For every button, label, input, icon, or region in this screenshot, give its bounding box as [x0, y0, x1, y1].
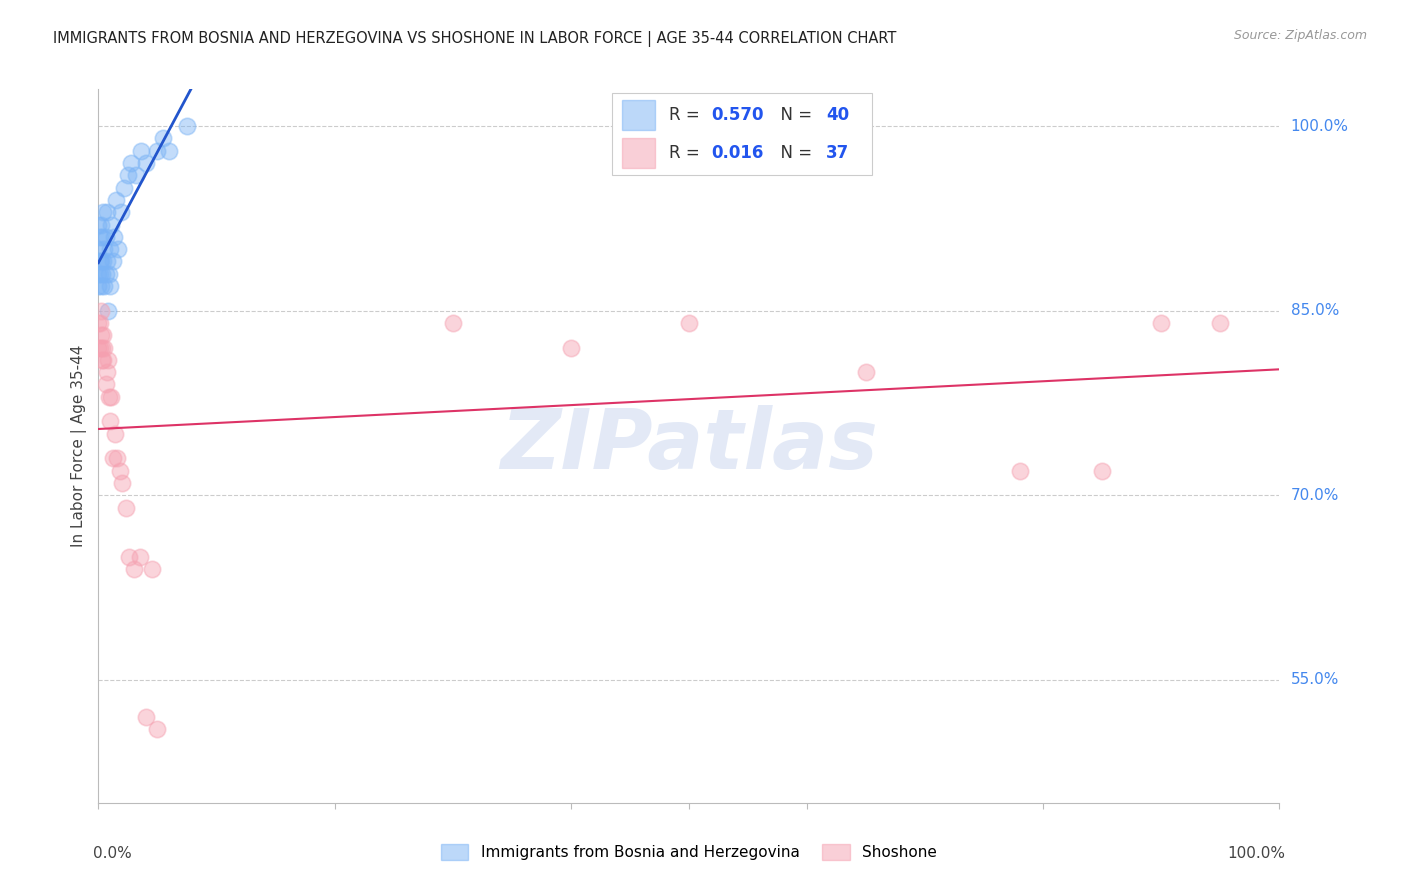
Point	[90, 328, 112, 343]
Point	[111, 475, 134, 490]
Text: 40: 40	[825, 106, 849, 124]
Point	[141, 562, 163, 576]
Point	[560, 341, 582, 355]
FancyBboxPatch shape	[612, 93, 872, 175]
Point	[91, 352, 114, 367]
Text: IMMIGRANTS FROM BOSNIA AND HERZEGOVINA VS SHOSHONE IN LABOR FORCE | AGE 35-44 CO: IMMIGRANTS FROM BOSNIA AND HERZEGOVINA V…	[53, 31, 897, 47]
Point	[89, 230, 111, 244]
Text: 85.0%: 85.0%	[1291, 303, 1339, 318]
Point	[107, 242, 129, 256]
Point	[855, 365, 877, 379]
Point	[87, 267, 110, 281]
Point	[118, 549, 141, 564]
Point	[128, 549, 150, 564]
Point	[108, 464, 131, 478]
Point	[121, 156, 143, 170]
Point	[96, 205, 118, 219]
Text: N =: N =	[770, 145, 818, 162]
Point	[98, 279, 121, 293]
Text: 0.570: 0.570	[711, 106, 763, 124]
FancyBboxPatch shape	[621, 138, 655, 169]
Text: 100.0%: 100.0%	[1227, 846, 1285, 861]
Point	[89, 316, 111, 330]
Text: N =: N =	[770, 106, 818, 124]
Point	[98, 414, 121, 428]
Point	[101, 254, 124, 268]
Point	[90, 254, 112, 268]
Point	[93, 341, 115, 355]
Point	[98, 390, 121, 404]
Point	[87, 279, 110, 293]
Point	[146, 144, 169, 158]
Point	[135, 156, 157, 170]
Point	[1150, 316, 1173, 330]
Point	[91, 205, 114, 219]
Text: 0.0%: 0.0%	[93, 846, 131, 861]
Point	[98, 267, 121, 281]
Point	[89, 267, 111, 281]
Point	[122, 562, 145, 576]
Point	[96, 365, 118, 379]
Text: R =: R =	[669, 106, 704, 124]
Point	[157, 144, 180, 158]
Point	[678, 316, 700, 330]
Text: ZIPatlas: ZIPatlas	[501, 406, 877, 486]
Point	[1091, 464, 1114, 478]
Point	[117, 169, 139, 183]
Point	[105, 451, 128, 466]
Point	[87, 242, 110, 256]
Point	[91, 352, 114, 367]
Text: 70.0%: 70.0%	[1291, 488, 1339, 503]
Point	[91, 341, 114, 355]
Point	[176, 119, 198, 133]
Legend: Immigrants from Bosnia and Herzegovina, Shoshone: Immigrants from Bosnia and Herzegovina, …	[434, 838, 943, 866]
Point	[1209, 316, 1232, 330]
Point	[90, 218, 112, 232]
Point	[104, 426, 127, 441]
Point	[91, 254, 114, 268]
Text: 100.0%: 100.0%	[1291, 119, 1348, 134]
Point	[101, 451, 124, 466]
Point	[1008, 464, 1031, 478]
Point	[110, 205, 132, 219]
Point	[125, 169, 148, 183]
Point	[94, 267, 117, 281]
Text: 37: 37	[825, 145, 849, 162]
Text: 55.0%: 55.0%	[1291, 673, 1339, 687]
Point	[89, 254, 111, 268]
Point	[94, 230, 117, 244]
Point	[97, 352, 120, 367]
Point	[91, 267, 114, 281]
Point	[146, 722, 169, 736]
Point	[114, 500, 136, 515]
Point	[87, 316, 110, 330]
Point	[129, 144, 152, 158]
Point	[91, 230, 114, 244]
Point	[441, 316, 464, 330]
Point	[94, 377, 117, 392]
Point	[90, 303, 112, 318]
Point	[105, 193, 128, 207]
Point	[93, 242, 115, 256]
Point	[90, 279, 112, 293]
Text: R =: R =	[669, 145, 704, 162]
Y-axis label: In Labor Force | Age 35-44: In Labor Force | Age 35-44	[72, 345, 87, 547]
Point	[152, 131, 174, 145]
Point	[87, 341, 110, 355]
Point	[135, 709, 157, 723]
Point	[100, 218, 122, 232]
Point	[93, 279, 115, 293]
Point	[112, 180, 135, 194]
Point	[98, 242, 121, 256]
Point	[89, 341, 111, 355]
Point	[100, 390, 122, 404]
Point	[87, 218, 110, 232]
FancyBboxPatch shape	[621, 100, 655, 129]
Text: Source: ZipAtlas.com: Source: ZipAtlas.com	[1233, 29, 1367, 42]
Point	[96, 254, 118, 268]
Text: 0.016: 0.016	[711, 145, 763, 162]
Point	[91, 328, 114, 343]
Point	[97, 303, 120, 318]
Point	[103, 230, 125, 244]
